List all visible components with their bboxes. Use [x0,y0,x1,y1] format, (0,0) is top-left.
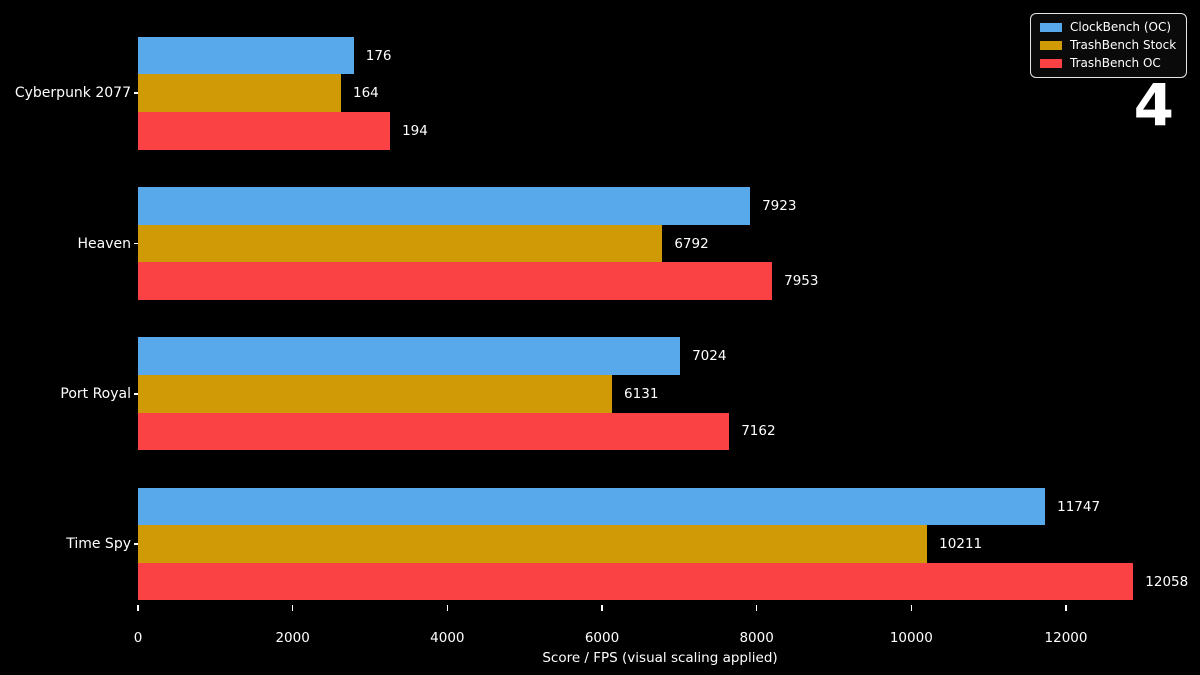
x-tick-label: 8000 [739,630,774,646]
legend-item-trashbench-oc: TrashBench OC [1040,56,1176,70]
category-label-heaven: Heaven [77,235,132,252]
category-label-cyberpunk-2077: Cyberpunk 2077 [14,85,131,102]
bar-clockbench-oc-heaven [138,187,751,225]
x-tick-label: 0 [133,630,143,646]
x-tick [601,605,603,611]
x-tick [1065,605,1067,611]
category-label-port-royal: Port Royal [60,385,131,402]
value-label: 12058 [1145,573,1189,590]
bar-trashbench-oc-port-royal [138,412,730,451]
legend-swatch-clockbench-oc [1040,22,1062,32]
bar-clockbench-oc-port-royal [138,337,681,375]
bar-trashbench-stock-heaven [138,224,663,263]
bar-trashbench-stock-cyberpunk-2077 [138,74,341,112]
value-label: 7953 [784,273,819,290]
x-axis-label: Score / FPS (visual scaling applied) [542,650,778,666]
value-label: 7923 [762,197,797,214]
category-label-time-spy: Time Spy [66,536,131,553]
x-tick [137,605,139,611]
category-tick [133,242,138,245]
slide-number: 4 [1133,71,1174,139]
value-label: 6131 [624,385,659,402]
category-tick [133,543,138,545]
legend-item-clockbench-oc: ClockBench (OC) [1040,20,1176,34]
bar-trashbench-stock-time-spy [138,525,928,563]
x-tick-label: 6000 [584,630,620,646]
legend-swatch-trashbench-oc [1040,58,1062,68]
x-tick-label: 12000 [1044,630,1088,646]
value-label: 6792 [674,235,709,252]
value-label: 10211 [939,536,983,553]
category-tick [133,92,138,94]
bar-trashbench-oc-time-spy [138,562,1134,601]
value-label: 11747 [1057,498,1101,515]
bar-clockbench-oc-time-spy [138,487,1046,526]
legend: ClockBench (OC) TrashBench Stock TrashBenc… [1030,13,1188,78]
x-tick [755,605,758,611]
bar-trashbench-oc-heaven [138,262,773,300]
x-tick-label: 4000 [430,630,465,646]
x-tick [910,605,913,611]
x-tick-label: 2000 [275,630,310,646]
value-label: 164 [353,85,379,102]
x-tick [291,605,294,611]
legend-item-trashbench-stock: TrashBench Stock [1040,38,1176,52]
value-label: 7024 [692,348,727,365]
value-label: 176 [365,47,392,64]
bar-trashbench-oc-cyberpunk-2077 [138,112,391,150]
category-tick [133,393,138,395]
legend-label: TrashBench OC [1070,56,1161,70]
value-label: 194 [402,122,428,139]
bar-clockbench-oc-cyberpunk-2077 [138,36,354,75]
value-label: 7162 [741,423,776,440]
legend-swatch-trashbench-stock [1040,40,1062,50]
x-tick [446,605,449,611]
legend-label: TrashBench Stock [1070,38,1177,52]
x-tick-label: 10000 [889,630,933,646]
legend-label: ClockBench (OC) [1070,20,1172,34]
bar-trashbench-stock-port-royal [138,375,613,413]
